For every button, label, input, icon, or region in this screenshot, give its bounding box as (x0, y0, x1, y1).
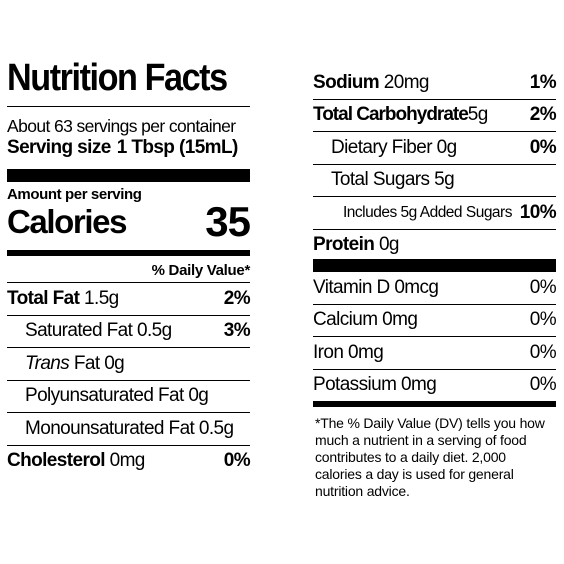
nutrient-dv: 2% (223, 287, 251, 309)
nutrient-dv: 0% (529, 341, 557, 363)
nutrient-dv: 0% (529, 136, 557, 158)
vitamin-row-iron: Iron 0mg 0% (313, 336, 557, 369)
label-title: Nutrition Facts (7, 57, 228, 99)
nutrient-dv: 0% (529, 309, 557, 331)
nutrient-name: Polyunsaturated Fat (25, 385, 184, 407)
nutrient-name: Cholesterol (7, 450, 106, 472)
vitamin-row-vitamin-d: Vitamin D 0mcg 0% (313, 272, 557, 304)
medium-divider (313, 401, 556, 407)
serving-size-label: Serving size (7, 137, 111, 158)
serving-size: Serving size 1 Tbsp (15mL) (7, 137, 250, 159)
nutrient-amount: 0g (436, 136, 458, 158)
nutrient-amount: 20mg (383, 71, 430, 93)
nutrient-amount: Fat 0g (73, 352, 125, 374)
nutrient-name: Total Sugars (331, 169, 430, 191)
vitamin-row-potassium: Potassium 0mg 0% (313, 368, 557, 402)
nutrient-amount: 0g (188, 385, 209, 407)
serving-size-value: 1 Tbsp (15mL) (116, 137, 239, 158)
calories-value: 35 (205, 198, 251, 245)
amount-per-serving: Amount per serving (7, 186, 142, 203)
nutrient-name: Vitamin D (313, 276, 390, 298)
nutrient-dv: 0% (223, 450, 251, 472)
nutrient-row-total-fat: Total Fat 1.5g 2% (7, 282, 251, 315)
medium-divider (7, 250, 250, 256)
calories-label: Calories (7, 203, 127, 240)
nutrition-facts-left-column: Nutrition Facts About 63 servings per co… (7, 56, 251, 478)
nutrient-name: Potassium (313, 374, 397, 396)
nutrient-row-cholesterol: Cholesterol 0mg 0% (7, 444, 251, 478)
nutrient-amount: 5g (467, 104, 489, 126)
nutrient-row-total-sugars: Total Sugars 5g (313, 163, 556, 197)
nutrient-row-saturated-fat: Saturated Fat 0.5g 3% (7, 314, 251, 348)
nutrient-name: Protein (313, 234, 375, 256)
nutrient-amount: 0mg (348, 341, 384, 363)
nutrient-amount: 0mcg (394, 276, 439, 298)
nutrient-name: Includes 5g Added Sugars (343, 203, 512, 221)
nutrient-dv: 1% (529, 71, 557, 93)
nutrient-amount: 5g (434, 169, 455, 191)
nutrient-dv: 10% (519, 201, 557, 223)
thick-divider (313, 259, 556, 272)
nutrition-facts-right-column: Sodium 20mg 1% Total Carbohydrate5g 2% D… (313, 67, 557, 500)
daily-value-footnote: *The % Daily Value (DV) tells you how mu… (315, 415, 545, 499)
nutrient-row-trans-fat: Trans Fat 0g (7, 347, 250, 380)
nutrient-name: Trans (25, 352, 70, 374)
nutrient-dv: 0% (529, 374, 557, 396)
nutrient-dv: 2% (529, 104, 557, 126)
divider (7, 106, 250, 107)
nutrient-name: Monounsaturated Fat (25, 417, 195, 439)
nutrient-dv: 0% (529, 276, 557, 298)
nutrient-row-sodium: Sodium 20mg 1% (313, 67, 557, 99)
nutrient-row-protein: Protein 0g (313, 228, 556, 262)
nutrient-amount: 0mg (401, 374, 437, 396)
nutrient-amount: 0mg (382, 309, 418, 331)
nutrient-name: Sodium (313, 71, 380, 93)
nutrient-row-monounsaturated-fat: Monounsaturated Fat 0.5g (7, 412, 250, 445)
nutrient-name: Calcium (313, 309, 378, 331)
nutrient-row-total-carbohydrate: Total Carbohydrate5g 2% (313, 98, 557, 132)
nutrient-row-added-sugars: Includes 5g Added Sugars 10% (313, 196, 557, 229)
servings-per-container: About 63 servings per container (7, 116, 236, 136)
nutrient-name: Dietary Fiber (331, 136, 433, 158)
nutrient-row-dietary-fiber: Dietary Fiber 0g 0% (313, 131, 557, 164)
vitamin-row-calcium: Calcium 0mg 0% (313, 303, 557, 337)
nutrient-amount: 0.5g (137, 320, 172, 342)
nutrient-name: Iron (313, 341, 344, 363)
daily-value-header: % Daily Value* (151, 262, 251, 279)
nutrient-name: Total Carbohydrate (313, 104, 469, 126)
nutrient-dv: 3% (223, 320, 251, 342)
calories-row: Calories 35 (7, 198, 251, 245)
nutrient-name: Total Fat (7, 287, 80, 309)
thick-divider (7, 169, 250, 182)
nutrient-amount: 0mg (109, 450, 146, 472)
nutrient-amount: 0g (378, 234, 400, 256)
nutrient-name: Saturated Fat (25, 320, 133, 342)
nutrient-row-polyunsaturated-fat: Polyunsaturated Fat 0g (7, 379, 250, 413)
nutrient-amount: 0.5g (198, 417, 234, 439)
nutrient-amount: 1.5g (84, 287, 119, 309)
